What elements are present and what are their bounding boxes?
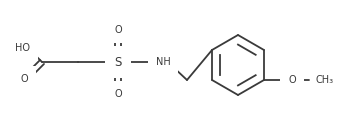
Text: NH: NH	[155, 57, 170, 67]
Text: O: O	[114, 89, 122, 99]
Text: O: O	[21, 74, 28, 84]
Text: CH₃: CH₃	[316, 75, 334, 85]
Text: O: O	[114, 25, 122, 35]
Text: S: S	[114, 56, 122, 68]
Text: HO: HO	[15, 44, 30, 54]
Text: O: O	[288, 75, 296, 85]
